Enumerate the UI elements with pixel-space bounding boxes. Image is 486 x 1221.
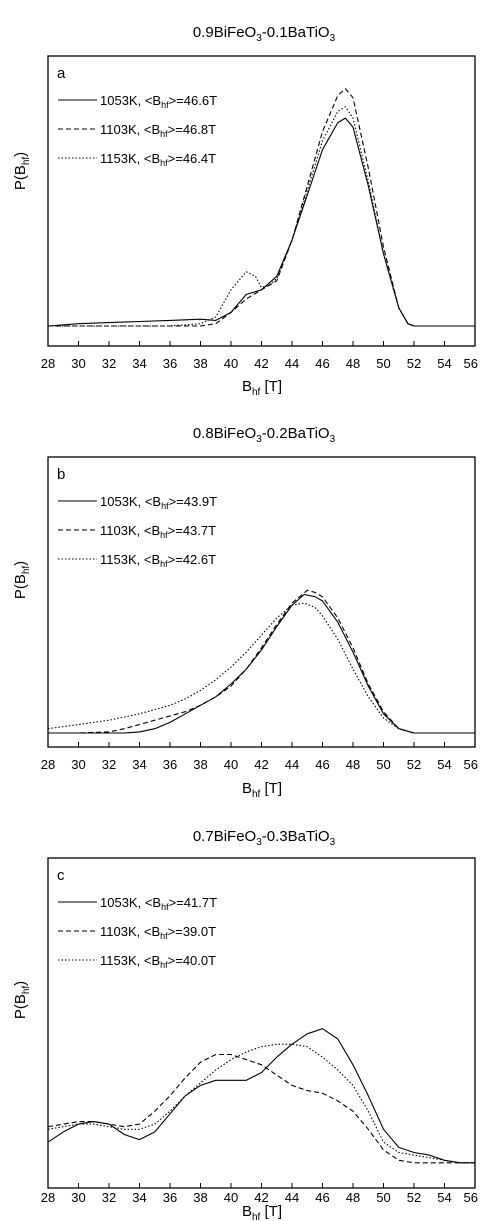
panel-a-letter: a (57, 65, 66, 82)
panel-a-x-tick-label: 42 (254, 356, 268, 371)
panel-c-title: 0.7BiFeO3-0.3BaTiO3 (193, 828, 336, 848)
panel-c-x-tick-label: 38 (193, 1190, 207, 1205)
panel-c-x-tick-label: 54 (437, 1190, 451, 1205)
panel-c-legend-label-1103k: 1103K, <Bhf>=39.0T (100, 924, 216, 941)
panel-c: 0.7BiFeO3-0.3BaTiO3 c P(Bhf) Bhf [T] 28 … (12, 828, 478, 1221)
panel-c-legend-label-1153k: 1153K, <Bhf>=40.0T (100, 953, 216, 970)
panel-b-x-tick-label: 56 (464, 757, 478, 772)
panel-c-series-1153k-line (47, 1043, 475, 1164)
panel-b-x-tick-label: 42 (254, 757, 268, 772)
panel-b-x-tick-label: 38 (193, 757, 207, 772)
panel-b-x-tick-label: 54 (437, 757, 451, 772)
panel-b-letter: b (57, 466, 65, 483)
panel-c-x-tick-label: 52 (407, 1190, 421, 1205)
panel-b-x-axis-label: Bhf [T] (242, 780, 282, 800)
panel-a-title: 0.9BiFeO3-0.1BaTiO3 (193, 24, 336, 44)
panel-b-legend-label-1153k: 1153K, <Bhf>=42.6T (100, 552, 216, 569)
panel-a-series-1053k-line (47, 117, 475, 327)
panel-a-legend: 1053K, <Bhf>=46.6T 1103K, <Bhf>=46.8T 11… (58, 93, 217, 168)
panel-a-x-axis-label: Bhf [T] (242, 378, 282, 398)
panel-a-x-tick-label: 54 (437, 356, 451, 371)
panel-c-x-tick-label: 48 (346, 1190, 360, 1205)
panel-a-x-tick-label: 32 (102, 356, 116, 371)
panel-c-series (47, 1028, 476, 1188)
panel-a-series (47, 88, 476, 346)
panel-b-x-ticks: 28 30 32 34 36 38 40 42 44 46 48 50 52 5… (41, 757, 478, 772)
panel-b-series-1053k-line (48, 593, 475, 734)
panel-b-legend: 1053K, <Bhf>=43.9T 1103K, <Bhf>=43.7T 11… (58, 494, 217, 569)
panel-c-series-1103k-line (47, 1053, 475, 1164)
panel-c-x-tick-label: 46 (315, 1190, 329, 1205)
panel-c-x-tick-label: 40 (224, 1190, 238, 1205)
panel-c-x-axis-label: Bhf [T] (242, 1203, 282, 1221)
panel-a-series-1103k-line (48, 88, 475, 327)
panel-b-legend-label-1103k: 1103K, <Bhf>=43.7T (100, 523, 216, 540)
panel-a-x-tick-label: 30 (71, 356, 85, 371)
panel-b-x-tick-label: 52 (407, 757, 421, 772)
panel-c-x-tick-label: 50 (376, 1190, 390, 1205)
panel-a-x-tick-label: 52 (407, 356, 421, 371)
panel-b-x-tick-label: 44 (285, 757, 299, 772)
panel-a-x-tick-label: 28 (41, 356, 55, 371)
panel-a-series-1153k-line (48, 106, 475, 327)
panel-a-legend-label-1153k: 1153K, <Bhf>=46.4T (100, 151, 216, 168)
panel-c-x-tick-label: 32 (102, 1190, 116, 1205)
panel-a-x-tick-label: 34 (132, 356, 146, 371)
panel-b-x-tick-label: 28 (41, 757, 55, 772)
panel-a-x-tick-label: 50 (376, 356, 390, 371)
panel-a-x-tick-label: 46 (315, 356, 329, 371)
panel-b-x-tick-label: 34 (132, 757, 146, 772)
panel-b-series-1153k-line (47, 602, 475, 734)
panel-a-legend-label-1103k: 1103K, <Bhf>=46.8T (100, 122, 216, 139)
panel-b-x-tick-label: 32 (102, 757, 116, 772)
panel-b-x-tick-label: 48 (346, 757, 360, 772)
panel-a-x-tick-label: 48 (346, 356, 360, 371)
panel-b-series-1103k-line (48, 589, 475, 734)
panel-c-y-axis-label: P(Bhf) (12, 981, 32, 1019)
panel-a-x-ticks: 28 30 32 34 36 38 40 42 44 46 48 50 52 5… (41, 356, 478, 371)
panel-b: 0.8BiFeO3-0.2BaTiO3 b P(Bhf) Bhf [T] 28 … (12, 425, 478, 800)
panel-a: 0.9BiFeO3-0.1BaTiO3 a P(Bhf) Bhf [T] 28 … (12, 24, 478, 398)
panel-c-x-tick-label: 36 (163, 1190, 177, 1205)
panel-a-x-tick-label: 40 (224, 356, 238, 371)
panel-c-legend: 1053K, <Bhf>=41.7T 1103K, <Bhf>=39.0T 11… (58, 895, 217, 970)
panel-a-x-tick-label: 36 (163, 356, 177, 371)
panel-c-x-ticks: 28 30 32 34 36 38 40 42 44 46 48 50 52 5… (41, 1190, 478, 1205)
panel-b-x-tick-label: 50 (376, 757, 390, 772)
panel-c-x-tick-label: 44 (285, 1190, 299, 1205)
panel-a-x-tick-label: 56 (464, 356, 478, 371)
panel-c-x-tick-label: 56 (464, 1190, 478, 1205)
panel-a-y-axis-label: P(Bhf) (12, 152, 32, 190)
panel-b-x-tick-label: 46 (315, 757, 329, 772)
panel-b-x-tick-label: 40 (224, 757, 238, 772)
panel-a-x-tick-label: 38 (193, 356, 207, 371)
panel-b-series (47, 589, 476, 747)
panel-b-title: 0.8BiFeO3-0.2BaTiO3 (193, 425, 336, 445)
panel-b-y-axis-label: P(Bhf) (12, 561, 32, 599)
panel-b-x-tick-label: 36 (163, 757, 177, 772)
panel-b-x-tick-label: 30 (71, 757, 85, 772)
panel-c-legend-label-1053k: 1053K, <Bhf>=41.7T (100, 895, 217, 912)
panel-c-x-tick-label: 30 (71, 1190, 85, 1205)
panel-c-series-1053k-line (47, 1028, 475, 1164)
panel-a-legend-label-1053k: 1053K, <Bhf>=46.6T (100, 93, 217, 110)
panel-a-x-tick-label: 44 (285, 356, 299, 371)
panel-b-legend-label-1053k: 1053K, <Bhf>=43.9T (100, 494, 217, 511)
panel-c-x-tick-label: 28 (41, 1190, 55, 1205)
panel-c-x-tick-label: 42 (254, 1190, 268, 1205)
panel-c-letter: c (57, 867, 65, 884)
panel-c-x-tick-label: 34 (132, 1190, 146, 1205)
